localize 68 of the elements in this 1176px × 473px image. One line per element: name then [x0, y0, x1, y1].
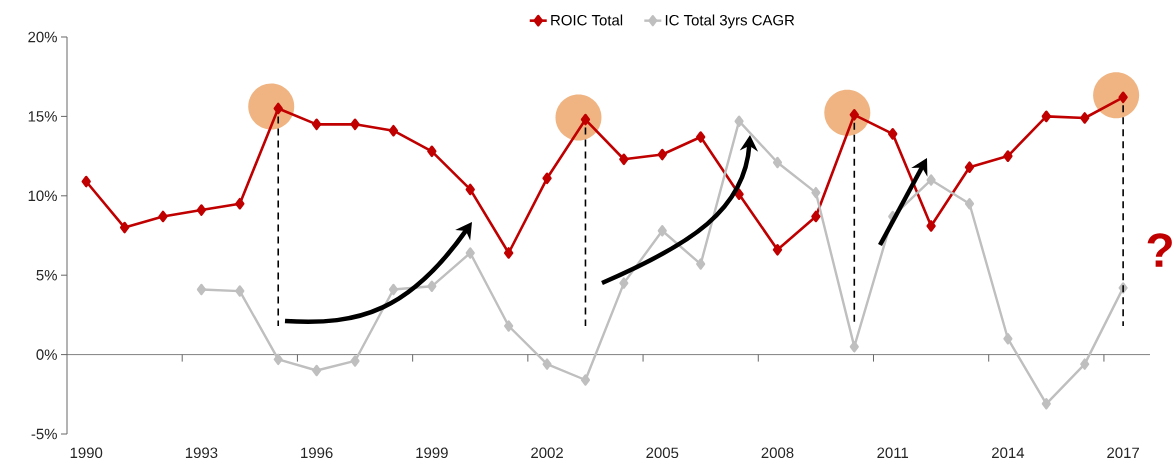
- point: [542, 358, 552, 370]
- point: [119, 221, 130, 234]
- x-tick-label: 1990: [70, 447, 103, 459]
- x-tick-label: 2011: [877, 447, 909, 459]
- y-tick-label: 10%: [28, 190, 57, 202]
- annotation: ?: [1147, 233, 1172, 267]
- x-tick-label: 2017: [1107, 447, 1139, 459]
- x-tick-label: 1996: [301, 447, 333, 459]
- point: [1080, 358, 1090, 370]
- point: [350, 118, 360, 131]
- point: [811, 210, 821, 223]
- point: [388, 124, 399, 137]
- point: [158, 210, 168, 223]
- point: [849, 340, 859, 353]
- point: [1041, 398, 1051, 410]
- y-tick-label: 15%: [28, 111, 57, 122]
- point: [926, 220, 936, 232]
- point: [619, 153, 629, 166]
- legend-label: ROIC Total: [551, 14, 623, 26]
- point: [964, 198, 975, 210]
- x-tick-label: 1993: [185, 447, 218, 459]
- point: [926, 174, 936, 186]
- point: [772, 156, 783, 169]
- x-tick-label: 2014: [992, 447, 1025, 459]
- point: [196, 204, 207, 216]
- point: [196, 283, 206, 296]
- point: [81, 175, 91, 188]
- point: [696, 131, 706, 143]
- point: [580, 113, 591, 126]
- point: [580, 374, 591, 386]
- point: [619, 277, 629, 289]
- x-tick-label: 2005: [646, 447, 679, 459]
- y-tick-label: 20%: [28, 31, 57, 43]
- point: [235, 197, 245, 210]
- point: [849, 109, 859, 121]
- point: [888, 128, 898, 140]
- x-tick-label: 1999: [416, 447, 448, 459]
- y-tick-label: -5%: [31, 428, 57, 440]
- point: [696, 258, 706, 270]
- point: [465, 183, 475, 196]
- point: [503, 247, 514, 259]
- point: [657, 225, 667, 237]
- x-tick-label: 2002: [531, 447, 563, 459]
- point: [772, 243, 783, 256]
- point: [542, 172, 552, 185]
- point: [235, 285, 245, 297]
- point: [350, 355, 360, 367]
- legend-label: IC Total 3yrs CAGR: [665, 14, 795, 29]
- point: [427, 280, 437, 293]
- point: [273, 353, 283, 366]
- point: [427, 145, 437, 158]
- point: [657, 148, 667, 161]
- point: [312, 364, 322, 377]
- y-tick-label: 5%: [36, 269, 57, 281]
- point: [504, 320, 514, 332]
- point: [1041, 110, 1051, 123]
- point: [1003, 333, 1013, 345]
- point: [1080, 112, 1090, 124]
- point: [734, 115, 744, 127]
- point: [1003, 150, 1013, 162]
- point: [964, 161, 975, 174]
- point: [811, 186, 821, 199]
- point: [388, 283, 399, 296]
- point: [311, 118, 322, 131]
- x-tick-label: 2008: [761, 447, 794, 459]
- point: [465, 247, 475, 259]
- point: [734, 188, 744, 201]
- y-tick-label: 0%: [36, 349, 57, 360]
